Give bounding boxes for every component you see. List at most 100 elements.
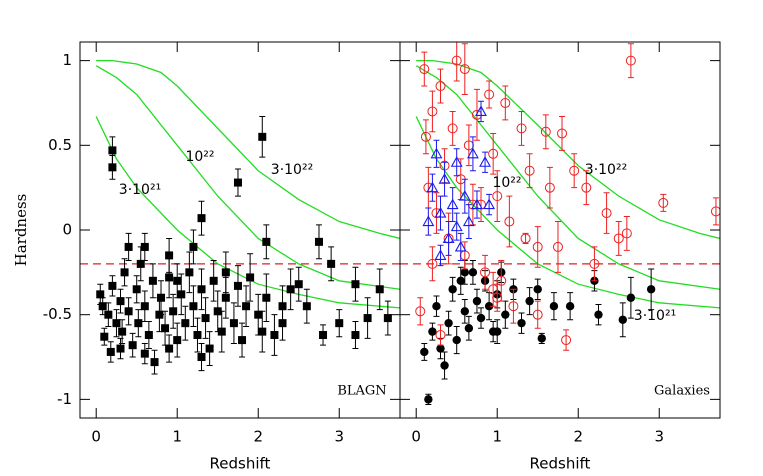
data-point <box>327 259 336 268</box>
data-point <box>197 353 206 362</box>
data-point <box>286 285 295 294</box>
y-tick-label: -0.5 <box>43 305 72 323</box>
data-point <box>436 344 445 353</box>
data-point <box>262 237 271 246</box>
data-point <box>471 198 483 210</box>
data-point <box>173 276 182 285</box>
error-bar <box>445 221 452 256</box>
absorption-curve <box>95 65 400 290</box>
data-point <box>450 156 463 167</box>
error-bar <box>603 192 610 234</box>
error-bar <box>461 241 468 270</box>
data-point <box>375 285 384 294</box>
data-point <box>492 191 503 202</box>
data-point <box>533 285 542 294</box>
data-point <box>246 273 255 282</box>
data-point <box>520 233 531 244</box>
error-bar <box>490 132 497 175</box>
data-point <box>658 197 669 208</box>
data-point <box>420 347 429 357</box>
data-point <box>472 296 482 306</box>
data-point <box>136 259 145 268</box>
data-point <box>96 290 105 299</box>
error-bar <box>457 232 464 261</box>
error-bar <box>461 43 468 96</box>
data-point <box>537 334 546 343</box>
error-bar <box>534 300 541 329</box>
data-point <box>435 81 446 92</box>
data-point <box>427 106 438 117</box>
data-point <box>569 165 580 176</box>
data-point <box>466 147 479 159</box>
error-bar <box>712 197 719 226</box>
data-point <box>351 280 360 289</box>
data-point <box>516 123 527 134</box>
x-tick-label: 2 <box>573 428 583 446</box>
x-tick-label: 0 <box>91 428 101 446</box>
data-point <box>132 285 141 294</box>
data-point <box>484 89 495 100</box>
data-point <box>116 297 125 306</box>
data-point <box>104 310 113 319</box>
data-point <box>217 327 226 336</box>
absorption-curve <box>95 116 400 309</box>
x-tick-label: 1 <box>492 428 502 446</box>
error-bar <box>429 173 436 202</box>
error-bar <box>563 329 570 351</box>
error-bar <box>546 166 553 209</box>
error-bar <box>437 324 444 346</box>
data-point <box>440 361 449 370</box>
data-point <box>446 198 459 210</box>
curve-label: 3·10²¹ <box>634 308 676 324</box>
data-point <box>430 147 443 159</box>
error-bar <box>486 193 493 216</box>
data-point <box>189 242 198 251</box>
curve-label: 3·10²² <box>585 162 627 178</box>
data-point <box>532 309 543 320</box>
data-point <box>456 276 465 286</box>
data-point <box>444 318 453 328</box>
error-bar <box>583 170 590 206</box>
data-point <box>233 178 242 187</box>
data-point <box>422 215 435 227</box>
data-point <box>124 307 133 316</box>
data-point <box>462 215 475 227</box>
panel: 0 1 2 3 Redshift 3·10²² 10²² 3·10²¹ Galaxies <box>399 41 721 473</box>
data-point <box>581 182 592 193</box>
error-bar <box>482 151 489 173</box>
curve-label: 10²² <box>492 175 521 191</box>
data-point <box>646 285 656 294</box>
y-axis-label: Hardness <box>12 194 30 267</box>
data-point <box>501 310 510 319</box>
error-bar <box>494 283 501 312</box>
x-tick-label: 3 <box>334 428 344 446</box>
error-bar <box>461 178 468 214</box>
data-point <box>108 163 117 172</box>
absorption-curve <box>416 59 720 240</box>
data-point <box>434 249 447 260</box>
panel-frame <box>79 41 401 419</box>
error-bar <box>526 153 533 189</box>
data-point <box>100 332 109 341</box>
error-bar <box>506 195 513 248</box>
data-point <box>621 228 632 239</box>
data-point <box>508 301 519 312</box>
data-point <box>532 241 543 252</box>
data-point <box>221 293 230 302</box>
data-point <box>557 128 568 139</box>
data-point <box>185 268 194 277</box>
data-point <box>165 251 174 260</box>
data-point <box>335 319 344 328</box>
x-axis-label: Redshift <box>210 455 271 473</box>
data-point <box>468 268 478 277</box>
data-point <box>258 327 267 336</box>
data-point <box>270 331 279 340</box>
data-point <box>601 208 612 219</box>
error-bar <box>542 114 549 150</box>
data-point <box>451 55 462 66</box>
data-point <box>500 97 511 108</box>
data-point <box>106 347 115 356</box>
error-bar <box>469 136 476 172</box>
error-bar <box>478 100 485 123</box>
